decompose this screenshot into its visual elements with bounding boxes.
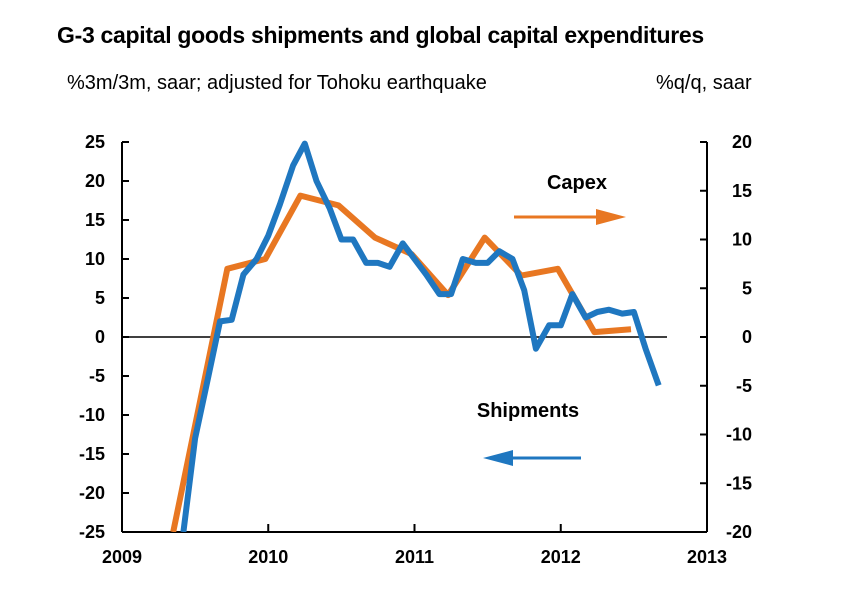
right-tick-label: -10 [726,425,752,445]
right-axis-unit-label: %q/q, saar [656,72,752,94]
left-tick-label: 10 [85,249,105,269]
x-tick-label: 2013 [687,547,727,567]
left-tick-label: -15 [79,444,105,464]
shipments-arrow-head [483,450,513,466]
right-tick-label: -15 [726,473,752,493]
chart-annotations: Capex Shipments [477,172,626,466]
left-tick-label: 20 [85,171,105,191]
x-tick-label: 2010 [248,547,288,567]
right-tick-label: 5 [742,278,752,298]
left-tick-label: -20 [79,483,105,503]
left-tick-label: 5 [95,288,105,308]
right-tick-label: -20 [726,522,752,542]
annotation-label-capex: Capex [547,172,607,194]
left-tick-label: 15 [85,210,105,230]
capex-arrow-head [596,209,626,225]
left-tick-label: -5 [89,366,105,386]
right-tick-label: 15 [732,181,752,201]
x-tick-label: 2011 [395,547,434,567]
left-tick-label: -25 [79,522,105,542]
left-tick-label: 0 [95,327,105,347]
left-tick-label: 25 [85,132,105,152]
x-tick-label: 2012 [541,547,581,567]
chart-series [170,140,662,532]
right-tick-label: 10 [732,230,752,250]
annotation-label-shipments: Shipments [477,400,579,422]
series-line-shipments [180,140,662,532]
chart-axes: 25 20 15 10 5 0 -5 -10 -15 -20 -25 20 15 10 5 0 -5 -10 -15… [79,132,752,567]
right-tick-label: -5 [736,376,752,396]
right-tick-label: 0 [742,327,752,347]
left-axis-unit-label: %3m/3m, saar; adjusted for Tohoku earthq… [67,72,487,94]
right-tick-label: 20 [732,132,752,152]
x-tick-label: 2009 [102,547,142,567]
chart-title: G-3 capital goods shipments and global c… [57,22,704,48]
left-tick-label: -10 [79,405,105,425]
